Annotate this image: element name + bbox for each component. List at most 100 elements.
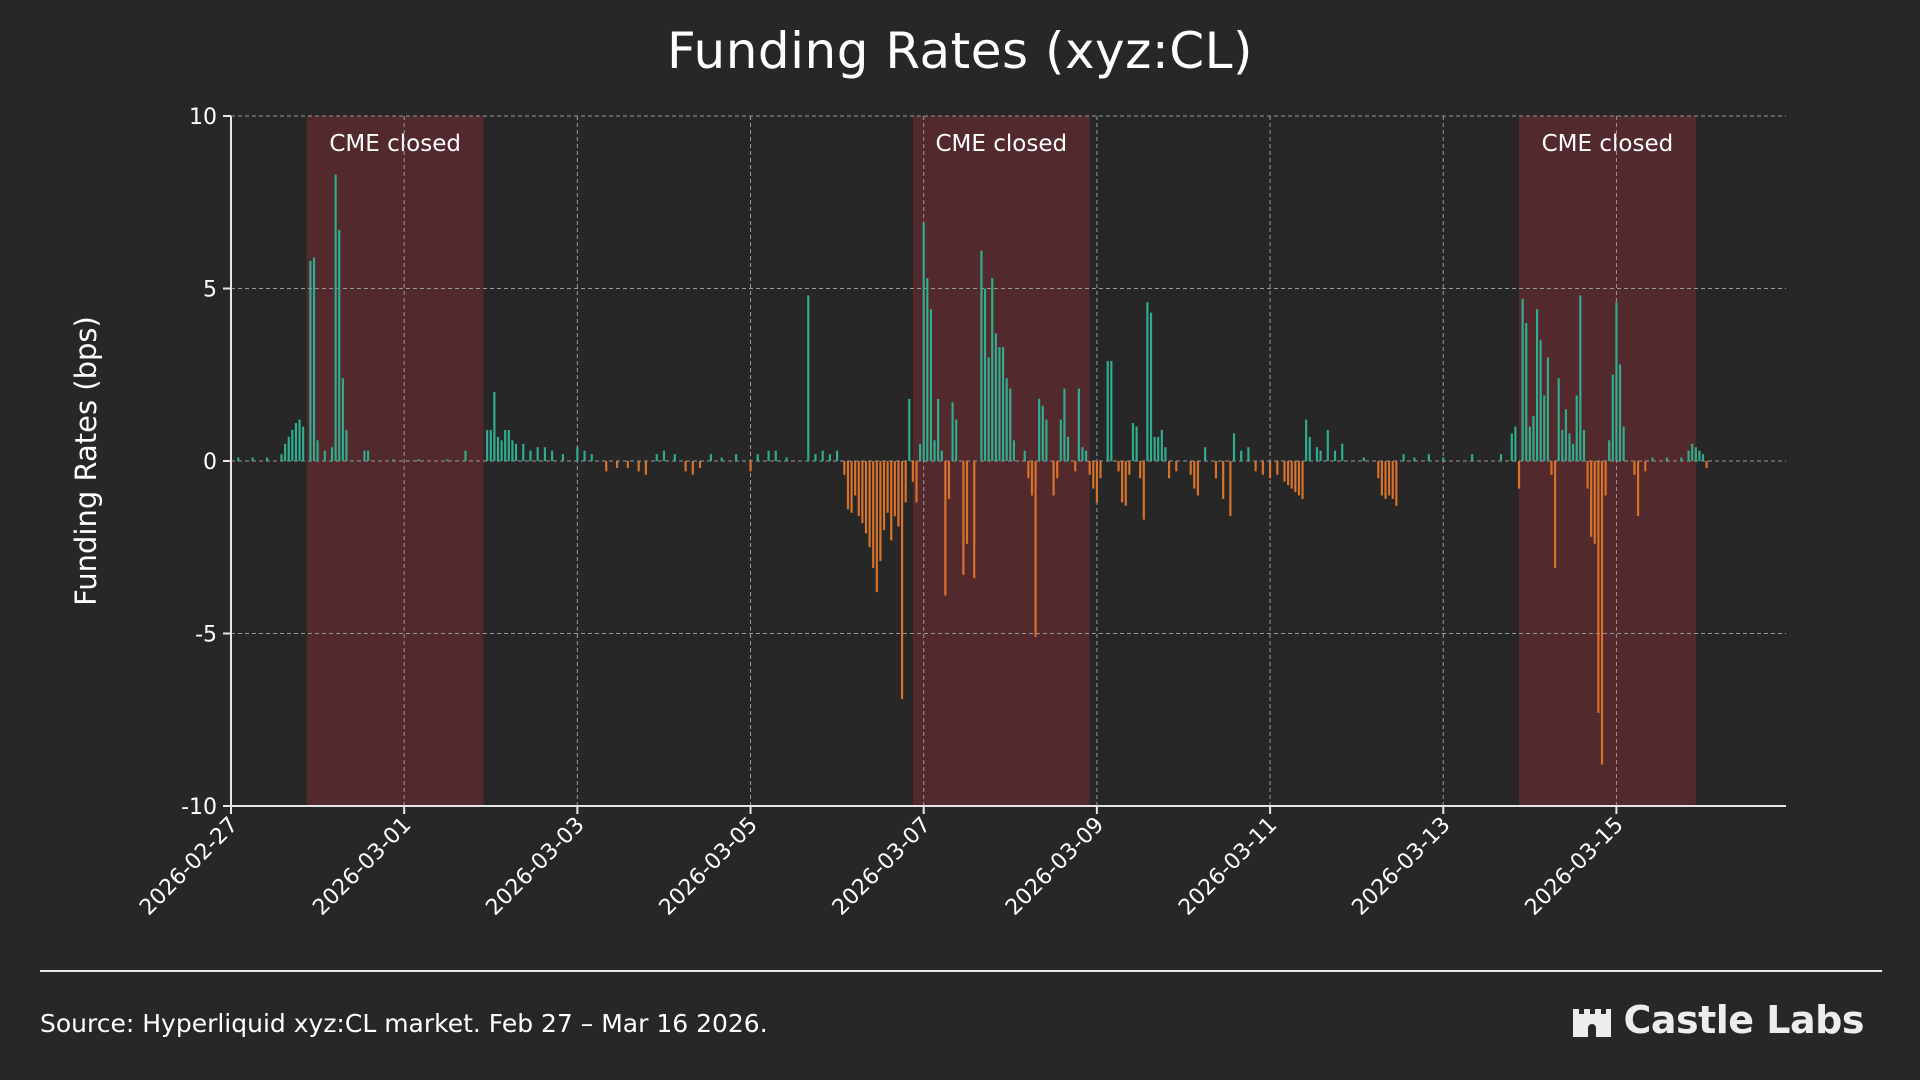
funding-bar bbox=[1521, 298, 1524, 461]
funding-bar bbox=[857, 461, 860, 517]
funding-bar bbox=[1005, 378, 1008, 461]
funding-bar bbox=[922, 222, 925, 461]
funding-bar bbox=[561, 454, 565, 461]
funding-bar bbox=[489, 429, 492, 461]
funding-bar bbox=[846, 461, 850, 510]
funding-bar bbox=[980, 250, 983, 461]
funding-bar bbox=[1698, 450, 1701, 461]
funding-bar bbox=[1514, 426, 1517, 461]
funding-bar bbox=[626, 461, 629, 468]
funding-bar bbox=[872, 461, 875, 568]
x-tick-label: 2026-03-01 bbox=[308, 813, 416, 921]
funding-bar bbox=[1377, 461, 1380, 479]
funding-bar bbox=[1333, 450, 1337, 461]
funding-bar bbox=[291, 429, 294, 461]
funding-bar bbox=[1196, 461, 1199, 496]
funding-bar bbox=[933, 440, 936, 461]
funding-bar bbox=[1590, 461, 1593, 537]
funding-bar bbox=[1395, 461, 1398, 506]
castle-icon bbox=[1573, 1009, 1612, 1037]
funding-bar bbox=[991, 278, 994, 461]
funding-bar bbox=[1510, 433, 1513, 461]
funding-bar bbox=[1611, 374, 1614, 461]
brand-logo: Castle Labs bbox=[1571, 998, 1864, 1042]
funding-bar bbox=[684, 461, 687, 472]
funding-bar bbox=[1128, 461, 1131, 475]
funding-bar bbox=[836, 450, 839, 461]
funding-bar bbox=[316, 440, 319, 461]
funding-bar bbox=[486, 429, 489, 461]
funding-bar bbox=[861, 461, 864, 524]
funding-bar bbox=[1247, 447, 1250, 461]
funding-bar bbox=[662, 450, 666, 461]
y-tick-label: 0 bbox=[203, 450, 217, 475]
funding-bar bbox=[1622, 426, 1625, 461]
funding-bar bbox=[551, 450, 554, 461]
funding-bar bbox=[875, 461, 878, 593]
funding-bar bbox=[655, 454, 658, 461]
funding-bar bbox=[1564, 409, 1568, 461]
funding-bar bbox=[911, 461, 914, 482]
funding-bar bbox=[814, 454, 817, 461]
funding-bar bbox=[1319, 450, 1322, 461]
funding-bar bbox=[1402, 454, 1405, 461]
funding-bar bbox=[785, 457, 788, 461]
funding-bar bbox=[951, 402, 954, 461]
funding-bar bbox=[1012, 440, 1015, 461]
funding-bar bbox=[998, 347, 1001, 461]
funding-bar bbox=[1561, 429, 1564, 461]
funding-bar bbox=[1618, 364, 1622, 461]
funding-bar bbox=[1572, 443, 1575, 461]
funding-bar bbox=[1074, 461, 1077, 472]
funding-bar bbox=[1687, 450, 1690, 461]
funding-bar bbox=[1665, 457, 1669, 461]
funding-bar bbox=[1539, 340, 1542, 461]
funding-bar bbox=[987, 357, 990, 461]
funding-bar bbox=[1290, 461, 1293, 489]
funding-bar bbox=[1308, 436, 1311, 461]
funding-bar bbox=[287, 436, 290, 461]
funding-bar bbox=[1066, 436, 1070, 461]
funding-bar bbox=[1175, 461, 1178, 472]
funding-bar bbox=[1644, 461, 1647, 472]
y-tick-label: -10 bbox=[181, 795, 217, 820]
funding-bar bbox=[511, 440, 514, 461]
funding-bar bbox=[1030, 461, 1034, 496]
funding-bar bbox=[1077, 388, 1080, 461]
funding-bar bbox=[1442, 457, 1445, 461]
x-tick-label: 2026-03-03 bbox=[482, 813, 590, 921]
funding-bar bbox=[1615, 302, 1618, 461]
funding-bar bbox=[504, 429, 507, 461]
funding-bar bbox=[446, 459, 449, 461]
funding-bar bbox=[1106, 360, 1109, 461]
funding-bar bbox=[937, 398, 940, 461]
funding-bar bbox=[615, 461, 619, 468]
funding-bar bbox=[334, 174, 337, 461]
funding-bar bbox=[1240, 450, 1243, 461]
funding-bar bbox=[1276, 461, 1279, 475]
funding-bar bbox=[298, 419, 301, 461]
funding-bar bbox=[1315, 447, 1319, 461]
funding-bar bbox=[1063, 388, 1066, 461]
funding-bar bbox=[1384, 461, 1387, 499]
funding-bar bbox=[886, 461, 889, 513]
funding-bar bbox=[1095, 461, 1098, 503]
funding-bar bbox=[1121, 461, 1124, 503]
funding-bar bbox=[1579, 295, 1582, 461]
funding-bar bbox=[1268, 461, 1272, 479]
axes bbox=[223, 115, 1786, 814]
funding-bar bbox=[1546, 357, 1549, 461]
funding-bar bbox=[1391, 461, 1394, 499]
source-note: Source: Hyperliquid xyz:CL market. Feb 2… bbox=[40, 1009, 768, 1038]
funding-bar bbox=[302, 426, 305, 461]
funding-bar bbox=[1153, 436, 1156, 461]
funding-bar bbox=[854, 461, 857, 496]
funding-bar bbox=[1557, 378, 1560, 461]
funding-bar bbox=[1535, 309, 1539, 461]
funding-bar bbox=[940, 450, 943, 461]
chart-title: Funding Rates (xyz:CL) bbox=[667, 22, 1253, 80]
funding-bar bbox=[904, 461, 907, 503]
funding-bar bbox=[1110, 360, 1113, 461]
funding-bar bbox=[1084, 450, 1088, 461]
